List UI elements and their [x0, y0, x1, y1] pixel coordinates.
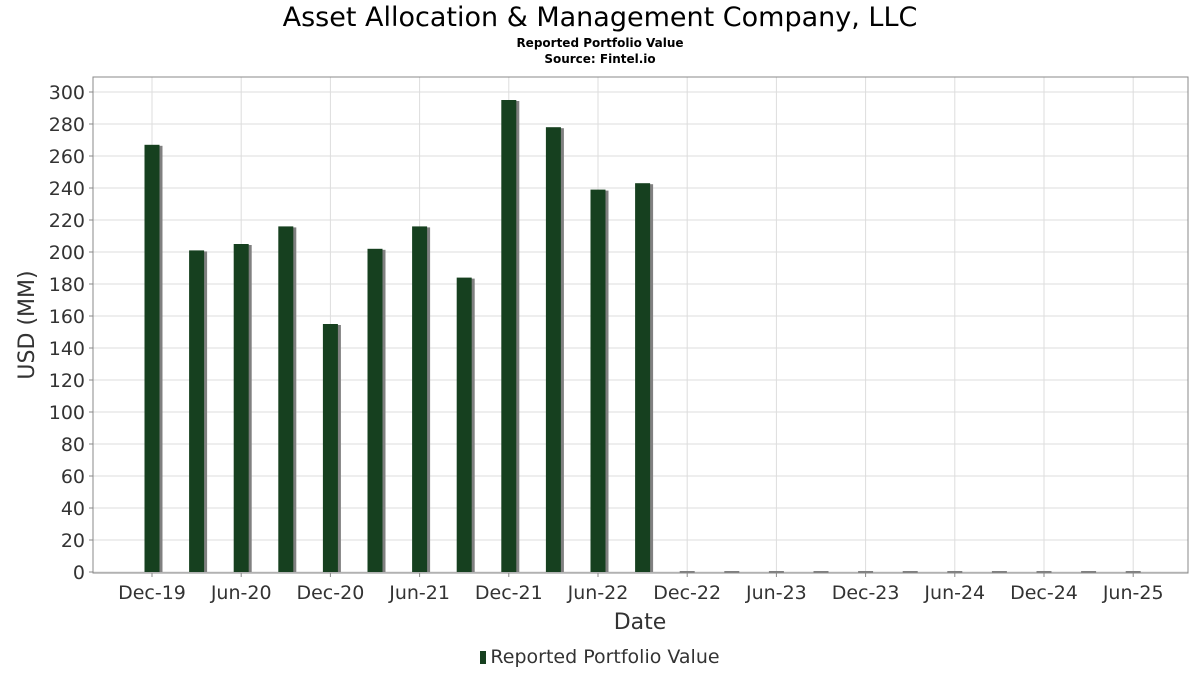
x-tick-label: Dec-19: [118, 582, 186, 604]
bar: [679, 571, 695, 573]
x-tick-label: Dec-22: [653, 582, 721, 604]
bar: [456, 277, 472, 572]
bar: [322, 324, 338, 572]
chart-source: Source: Fintel.io: [544, 52, 656, 66]
y-tick-label: 20: [61, 530, 85, 552]
bar: [1081, 571, 1097, 573]
bar: [412, 226, 428, 572]
bar: [858, 571, 874, 573]
y-tick-label: 100: [49, 402, 85, 424]
legend-swatch: [480, 651, 487, 664]
y-tick-label: 60: [61, 466, 85, 488]
bar: [724, 571, 740, 573]
chart-title: Asset Allocation & Management Company, L…: [282, 2, 918, 33]
chart-subtitle: Reported Portfolio Value: [516, 36, 684, 50]
y-tick-label: 280: [49, 114, 85, 136]
legend-label: Reported Portfolio Value: [490, 646, 720, 668]
bar: [545, 127, 561, 572]
bar: [991, 571, 1007, 573]
bar: [590, 189, 606, 572]
x-tick-label: Jun-20: [210, 582, 272, 604]
plot-border: [92, 76, 1189, 574]
bar: [501, 100, 517, 572]
bar: [768, 571, 784, 573]
y-tick-label: 180: [49, 274, 85, 296]
bar: [189, 250, 205, 572]
x-tick-label: Jun-24: [923, 582, 985, 604]
bar: [1125, 571, 1141, 573]
y-tick-label: 300: [49, 82, 85, 104]
y-tick-label: 120: [49, 370, 85, 392]
x-tick-label: Dec-24: [1010, 582, 1078, 604]
y-tick-label: 40: [61, 498, 85, 520]
y-tick-label: 200: [49, 242, 85, 264]
bar: [635, 183, 651, 572]
x-axis-title: Date: [614, 610, 667, 635]
y-tick-label: 160: [49, 306, 85, 328]
y-tick-label: 140: [49, 338, 85, 360]
x-tick-label: Jun-21: [388, 582, 450, 604]
legend: Reported Portfolio Value: [0, 646, 1200, 668]
x-tick-label: Dec-20: [296, 582, 364, 604]
y-tick-label: 260: [49, 146, 85, 168]
bar: [278, 226, 294, 572]
y-tick-label: 240: [49, 178, 85, 200]
x-tick-label: Jun-23: [745, 582, 807, 604]
x-tick-label: Jun-25: [1102, 582, 1164, 604]
bar: [144, 144, 160, 573]
x-tick-label: Dec-21: [475, 582, 543, 604]
bar: [947, 571, 963, 573]
bar: [1036, 571, 1052, 573]
y-tick-label: 0: [73, 562, 85, 584]
y-axis-title: USD (MM): [15, 270, 40, 379]
bar: [233, 244, 249, 572]
bar: [902, 571, 918, 573]
y-tick-label: 80: [61, 434, 85, 456]
x-tick-label: Jun-22: [567, 582, 629, 604]
x-tick-label: Dec-23: [832, 582, 900, 604]
y-tick-label: 220: [49, 210, 85, 232]
bar: [813, 571, 829, 573]
bar: [367, 248, 383, 573]
